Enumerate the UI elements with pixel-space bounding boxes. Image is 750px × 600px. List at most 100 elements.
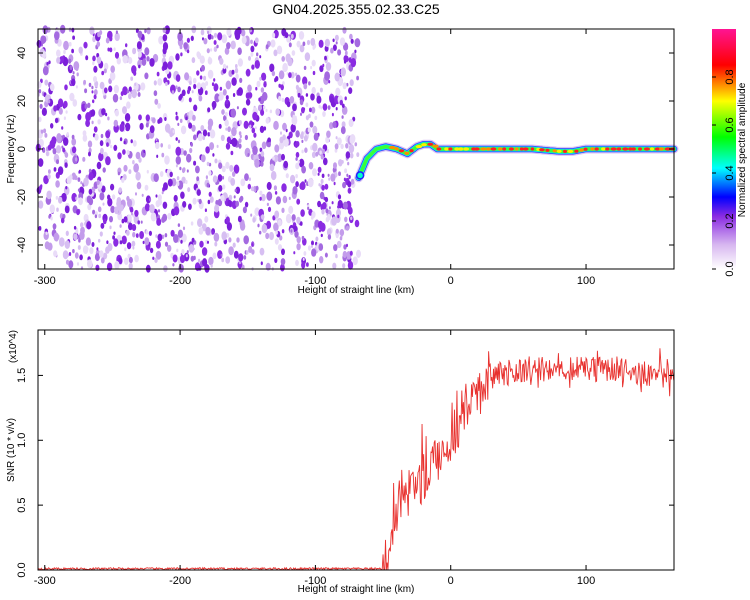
noise-speck	[244, 201, 249, 208]
noise-speck	[186, 112, 190, 116]
noise-speck	[163, 182, 168, 191]
noise-speck	[228, 194, 233, 201]
noise-speck	[217, 32, 223, 41]
noise-speck	[197, 133, 203, 142]
track-hotspot	[463, 147, 470, 151]
noise-speck	[349, 134, 356, 144]
noise-speck	[109, 36, 113, 42]
noise-speck	[303, 83, 308, 90]
noise-speck	[149, 198, 152, 202]
noise-speck	[261, 141, 267, 150]
noise-speck	[100, 133, 104, 139]
noise-speck	[38, 89, 42, 94]
noise-speck	[90, 109, 96, 117]
noise-speck	[324, 71, 330, 81]
noise-speck	[145, 195, 151, 204]
noise-speck	[266, 220, 272, 229]
noise-speck	[221, 109, 225, 115]
noise-speck	[335, 136, 338, 140]
noise-speck	[327, 234, 332, 240]
noise-speck	[341, 121, 346, 128]
noise-speck	[290, 33, 294, 39]
noise-speck	[281, 207, 285, 213]
noise-speck	[112, 235, 115, 240]
noise-speck	[295, 151, 300, 158]
noise-speck	[220, 253, 223, 257]
noise-speck	[87, 140, 93, 148]
noise-speck	[319, 150, 322, 155]
noise-speck	[188, 122, 193, 129]
noise-speck	[132, 213, 135, 218]
spectrogram-ylabel: Frequency (Hz)	[6, 115, 17, 184]
snr-series-line	[37, 348, 675, 571]
noise-speck	[155, 141, 160, 150]
noise-speck	[115, 30, 118, 34]
noise-speck	[312, 70, 316, 76]
noise-speck	[313, 132, 319, 141]
noise-speck	[77, 188, 80, 192]
noise-speck	[75, 196, 78, 201]
noise-speck	[311, 86, 316, 95]
x-tick-label: -200	[169, 275, 191, 287]
noise-speck	[102, 167, 106, 173]
track-hotspot	[444, 147, 449, 151]
noise-speck	[232, 242, 236, 248]
noise-speck	[294, 230, 299, 238]
colorbar-ticks: 0.0 0.2 0.4 0.6 0.8	[712, 69, 736, 277]
noise-speck	[354, 39, 357, 44]
noise-speck	[349, 152, 354, 159]
noise-speck	[334, 72, 340, 82]
noise-speck	[218, 95, 222, 101]
noise-speck	[280, 258, 286, 266]
noise-speck	[312, 168, 317, 177]
noise-speck	[238, 131, 242, 136]
noise-speck	[322, 103, 328, 111]
noise-speck	[93, 94, 97, 100]
noise-speck	[136, 181, 142, 190]
noise-speck	[285, 213, 292, 224]
noise-speck	[259, 95, 265, 105]
noise-speck	[46, 61, 49, 66]
noise-speck	[167, 144, 171, 150]
noise-speck	[72, 249, 75, 254]
noise-speck	[230, 150, 234, 156]
noise-speck	[286, 101, 291, 108]
x-tick-label: -300	[34, 575, 56, 587]
noise-speck	[203, 38, 208, 45]
noise-speck	[121, 177, 125, 183]
track-hotspot	[567, 149, 574, 153]
noise-speck	[321, 173, 325, 178]
noise-speck	[342, 250, 347, 259]
noise-speck	[94, 214, 98, 219]
noise-speck	[48, 214, 51, 219]
noise-speck	[225, 216, 230, 224]
noise-speck	[348, 144, 355, 154]
snr-border	[37, 329, 675, 571]
noise-speck	[72, 35, 75, 40]
noise-speck	[126, 89, 130, 94]
noise-speck	[88, 188, 93, 195]
noise-speck	[324, 38, 330, 48]
noise-speck	[254, 158, 260, 168]
noise-speck	[93, 76, 97, 83]
noise-speck	[324, 252, 328, 258]
noise-speck	[170, 229, 175, 237]
noise-speck	[57, 166, 64, 176]
noise-speck	[342, 201, 348, 210]
noise-speck	[53, 232, 60, 242]
noise-speck	[190, 142, 193, 147]
noise-speck	[104, 87, 108, 94]
noise-speck	[183, 42, 188, 50]
noise-speck	[327, 105, 331, 110]
noise-speck	[209, 142, 215, 151]
noise-speck	[187, 187, 191, 193]
noise-speck	[105, 246, 110, 254]
noise-speck	[248, 55, 251, 61]
noise-speck	[102, 202, 105, 206]
noise-speck	[182, 226, 186, 231]
noise-speck	[337, 205, 340, 209]
noise-speck	[150, 212, 157, 222]
noise-speck	[91, 242, 95, 247]
noise-speck	[308, 162, 314, 170]
noise-speck	[63, 100, 68, 108]
